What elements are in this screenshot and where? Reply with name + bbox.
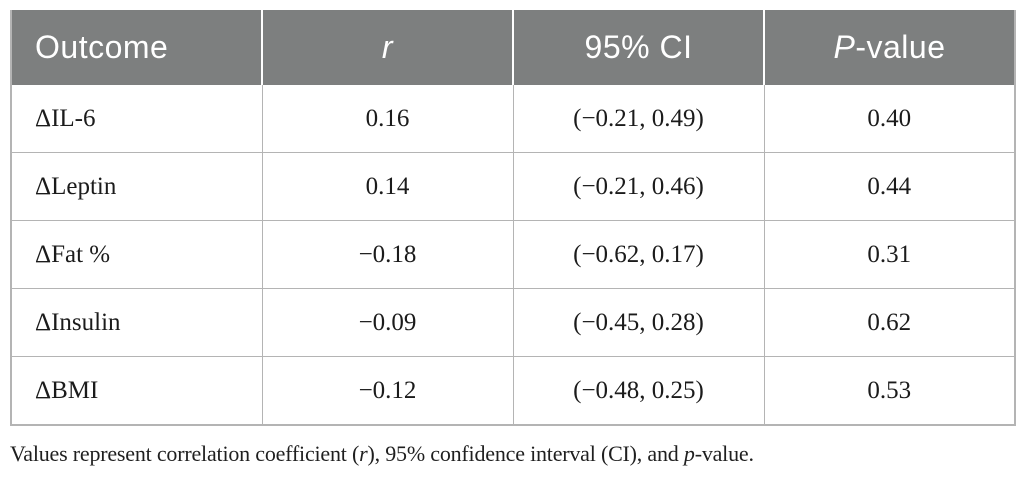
table-row: ΔBMI −0.12 (−0.48, 0.25) 0.53 <box>10 356 1016 426</box>
table-row: ΔIL-6 0.16 (−0.21, 0.49) 0.40 <box>10 85 1016 153</box>
text-segment: -value. <box>694 441 754 466</box>
cell-outcome: ΔBMI <box>10 356 263 426</box>
italic-text-segment: r <box>381 29 394 65</box>
text-segment: Outcome <box>35 29 169 65</box>
cell-ci: (−0.21, 0.46) <box>512 152 765 221</box>
table-footnote: Values represent correlation coefficient… <box>10 441 1016 467</box>
column-header-ci: 95% CI <box>512 10 764 85</box>
cell-p-value: 0.62 <box>763 288 1016 357</box>
cell-outcome: ΔIL-6 <box>10 85 263 153</box>
correlation-table-figure: Outcome r 95% CI P-value ΔIL-6 0.16 (−0.21, 0… <box>10 10 1016 467</box>
cell-r: −0.18 <box>261 220 514 289</box>
italic-text-segment: r <box>359 441 368 466</box>
cell-ci: (−0.48, 0.25) <box>512 356 765 426</box>
column-header-outcome: Outcome <box>11 10 262 85</box>
header-row: Outcome r 95% CI P-value <box>11 10 1015 85</box>
cell-ci: (−0.62, 0.17) <box>512 220 765 289</box>
text-segment: Values represent correlation coefficient… <box>10 441 360 466</box>
cell-p-value: 0.40 <box>763 85 1016 153</box>
cell-r: −0.12 <box>261 356 514 426</box>
cell-outcome: ΔFat % <box>10 220 263 289</box>
italic-text-segment: P <box>833 29 856 65</box>
table-header: Outcome r 95% CI P-value <box>11 10 1015 85</box>
cell-outcome: ΔInsulin <box>10 288 263 357</box>
correlation-table: Outcome r 95% CI P-value ΔIL-6 0.16 (−0.21, 0… <box>10 10 1016 426</box>
text-segment: 95% CI <box>584 29 693 65</box>
column-header-r: r <box>261 10 513 85</box>
table-row: ΔInsulin −0.09 (−0.45, 0.28) 0.62 <box>10 288 1016 357</box>
text-segment: -value <box>855 29 946 65</box>
cell-outcome: ΔLeptin <box>10 152 263 221</box>
table-row: ΔLeptin 0.14 (−0.21, 0.46) 0.44 <box>10 152 1016 221</box>
text-segment: ), 95% confidence interval (CI), and <box>367 441 684 466</box>
cell-ci: (−0.45, 0.28) <box>512 288 765 357</box>
cell-p-value: 0.31 <box>763 220 1016 289</box>
cell-r: 0.16 <box>261 85 514 153</box>
cell-p-value: 0.53 <box>763 356 1016 426</box>
column-header-p-value: P-value <box>763 10 1015 85</box>
cell-r: −0.09 <box>261 288 514 357</box>
cell-r: 0.14 <box>261 152 514 221</box>
italic-text-segment: p <box>683 441 695 466</box>
table-row: ΔFat % −0.18 (−0.62, 0.17) 0.31 <box>10 220 1016 289</box>
cell-ci: (−0.21, 0.49) <box>512 85 765 153</box>
cell-p-value: 0.44 <box>763 152 1016 221</box>
table-body: ΔIL-6 0.16 (−0.21, 0.49) 0.40 ΔLeptin 0.14 (−0… <box>10 85 1016 426</box>
